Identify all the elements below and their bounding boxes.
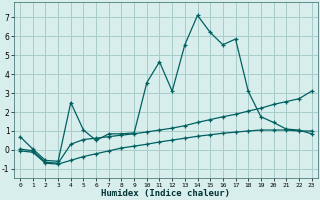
X-axis label: Humidex (Indice chaleur): Humidex (Indice chaleur)	[101, 189, 230, 198]
